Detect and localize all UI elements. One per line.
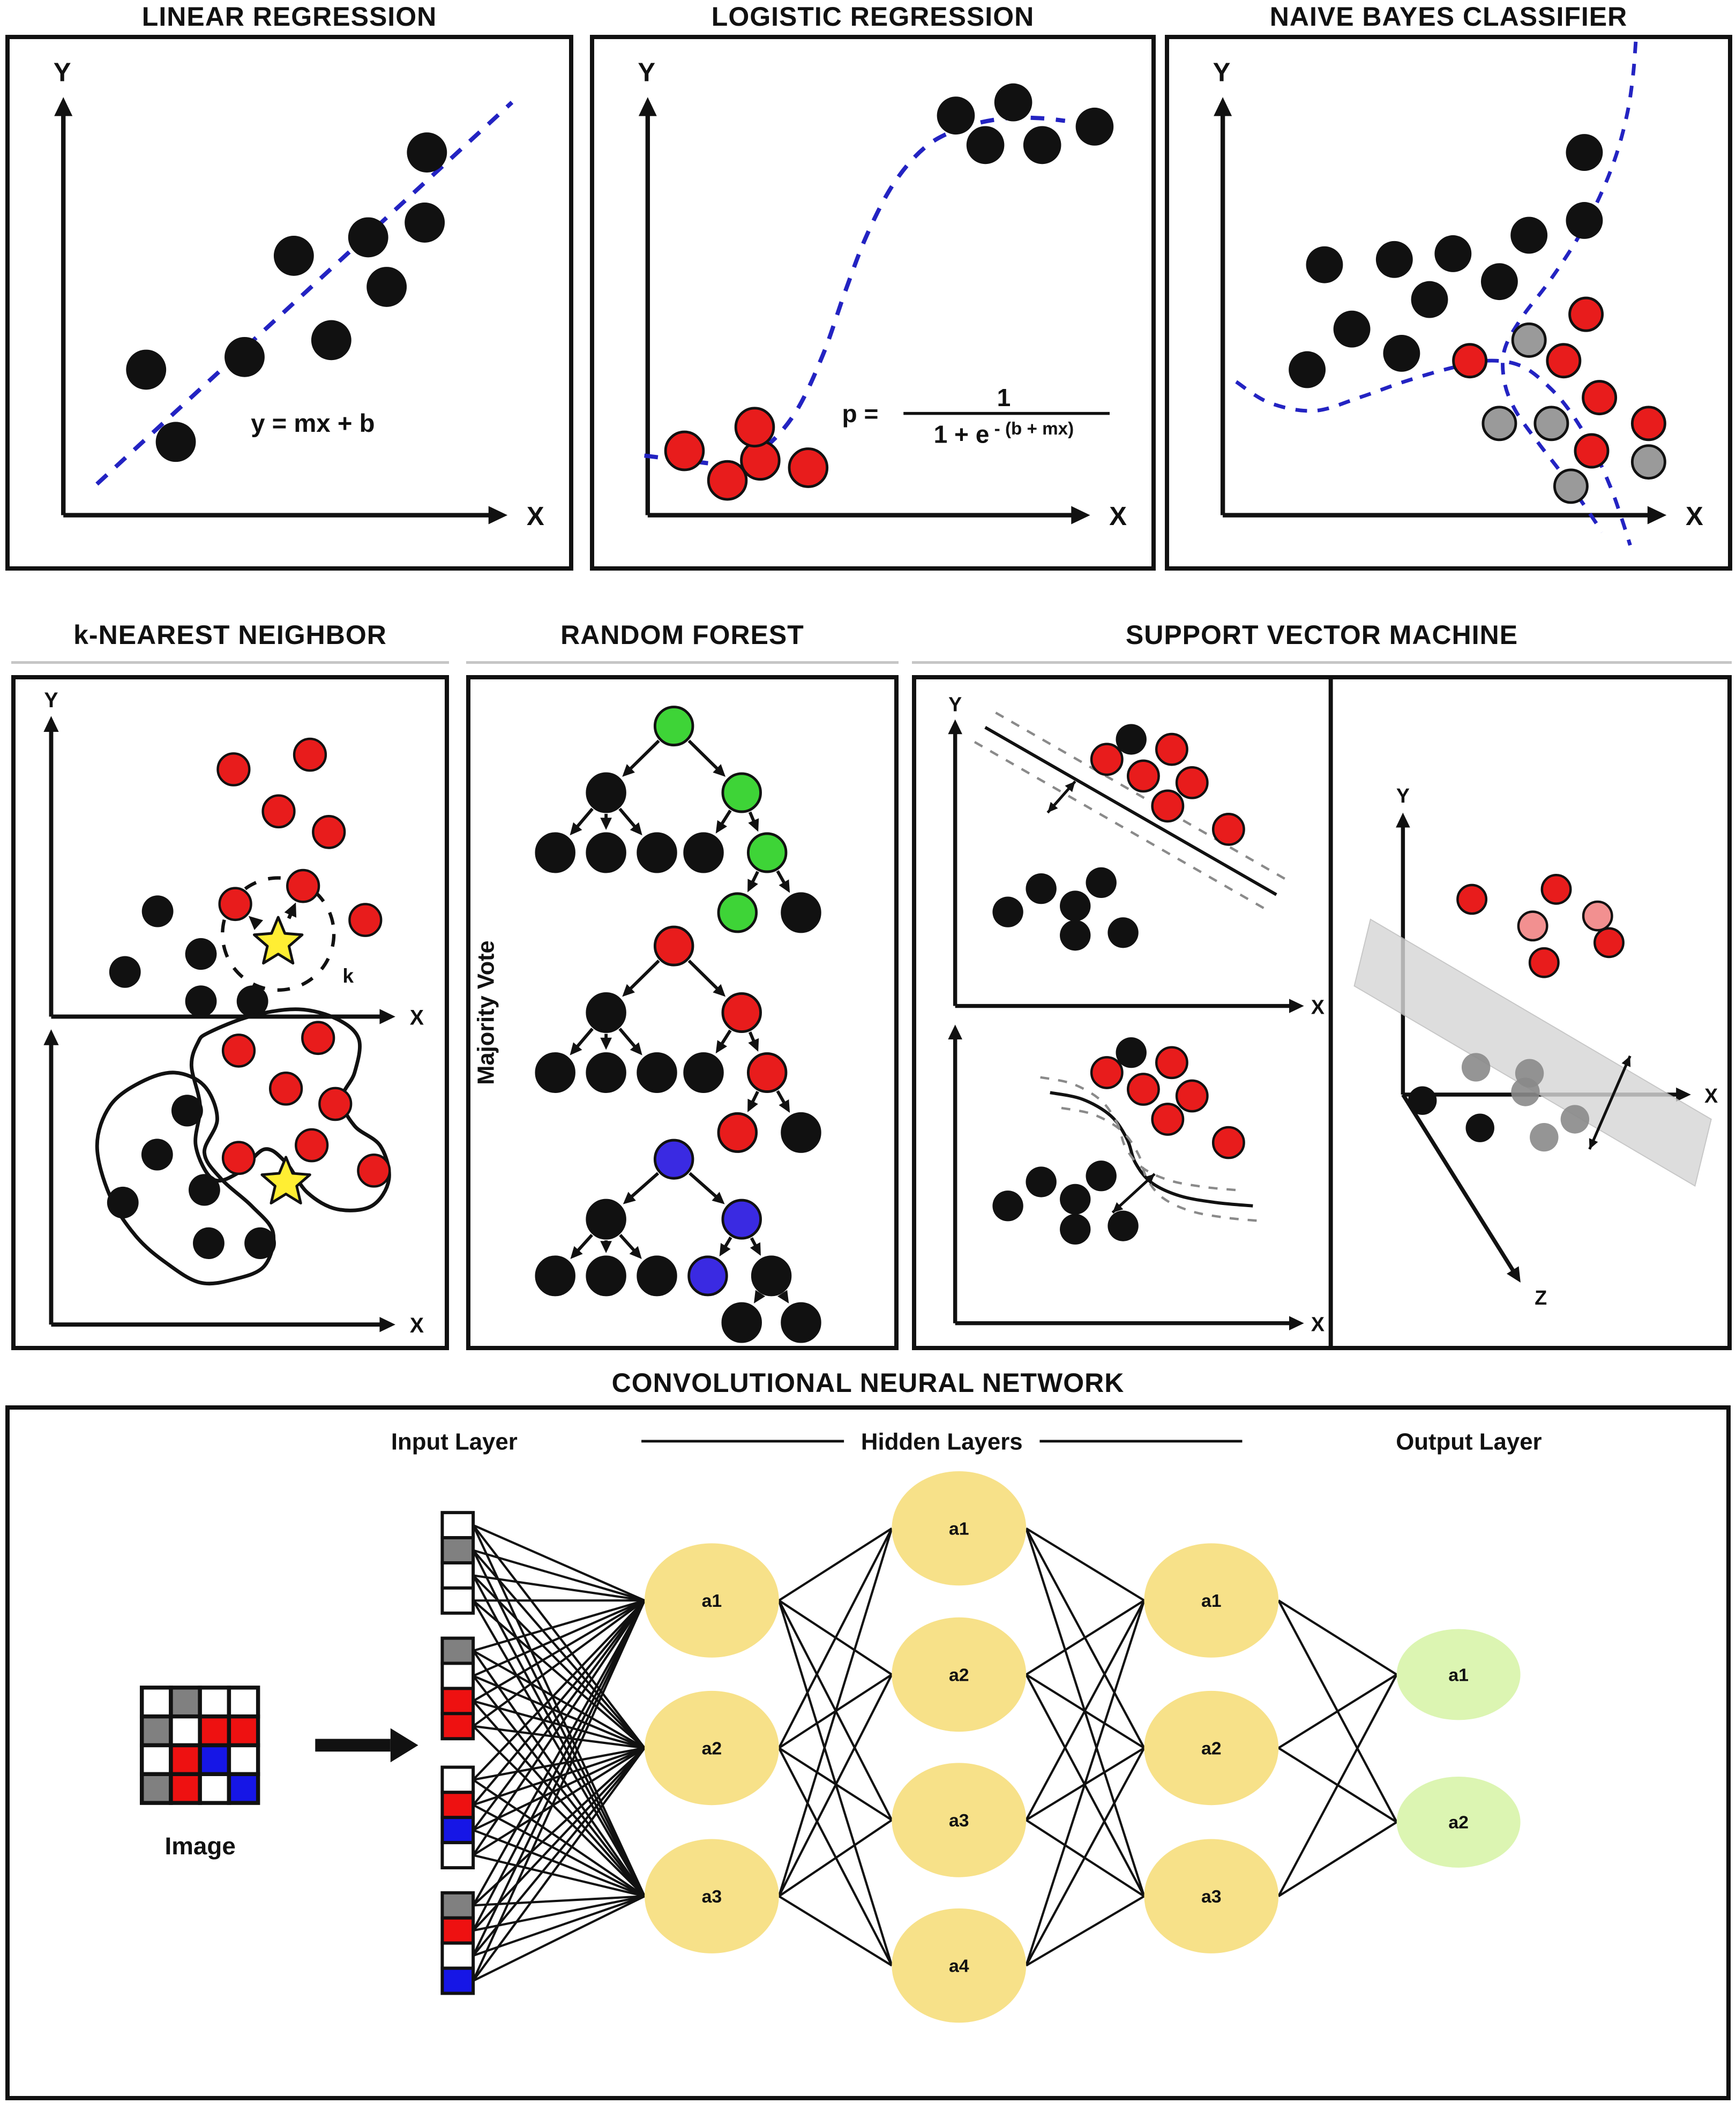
svg-text:Input Layer: Input Layer [391, 1429, 518, 1455]
svg-text:a2: a2 [1201, 1738, 1222, 1758]
svg-text:X: X [527, 501, 544, 531]
cnn-chart: Input Layer Hidden Layers Output Layer Imag… [139, 1429, 1542, 2023]
panel-title-svm: SUPPORT VECTOR MACHINE [1125, 620, 1518, 650]
svg-text:X: X [1311, 996, 1325, 1019]
logistic-regression-chart: Y Xp = 1 1 + e - (b + mx) [638, 58, 1127, 531]
svg-text:1 + e - (b + mx): 1 + e - (b + mx) [934, 419, 1074, 448]
svm-chart: Y X X Y X Z [948, 679, 1718, 1346]
svg-text:X: X [410, 1314, 424, 1337]
svg-text:Y: Y [1396, 784, 1410, 807]
svg-text:Hidden Layers: Hidden Layers [861, 1429, 1023, 1455]
panel-random-forest: Majority Vote [466, 675, 899, 1350]
svg-text:a2: a2 [949, 1665, 969, 1685]
svg-text:Image: Image [165, 1832, 236, 1860]
svg-text:p =: p = [842, 400, 878, 428]
svg-text:a1: a1 [1448, 1665, 1469, 1685]
svg-text:Y: Y [638, 58, 655, 87]
panel-title-naive-bayes: NAIVE BAYES CLASSIFIER [1269, 2, 1628, 32]
panel-title-knn: k-NEAREST NEIGHBOR [73, 620, 387, 650]
svg-text:a4: a4 [949, 1956, 969, 1976]
svg-text:X: X [1311, 1313, 1325, 1336]
svg-text:Y: Y [948, 693, 962, 716]
svg-text:X: X [1109, 502, 1127, 531]
panel-title-logistic-regression: LOGISTIC REGRESSION [711, 2, 1035, 32]
svg-text:k: k [342, 964, 354, 987]
svg-text:a1: a1 [702, 1591, 722, 1611]
knn-chart: Y X Xk [43, 688, 424, 1337]
svg-text:a3: a3 [702, 1886, 722, 1907]
divider-line-rf [466, 661, 899, 664]
linear-regression-chart: Y Xy = mx + b [54, 58, 544, 531]
panel-title-cnn: CONVOLUTIONAL NEURAL NETWORK [611, 1368, 1125, 1398]
svg-text:a2: a2 [702, 1738, 722, 1758]
svg-text:Y: Y [54, 58, 71, 87]
svg-text:Y: Y [1213, 58, 1231, 87]
svg-text:Output Layer: Output Layer [1396, 1429, 1542, 1455]
svg-text:X: X [1686, 501, 1703, 531]
svg-text:X: X [410, 1006, 424, 1029]
svg-text:a3: a3 [1201, 1886, 1222, 1907]
svg-text:y = mx + b: y = mx + b [251, 409, 375, 438]
naive-bayes-chart: YX [1213, 41, 1703, 546]
panel-title-random-forest: RANDOM FOREST [560, 620, 804, 650]
svg-text:a1: a1 [949, 1519, 969, 1539]
svg-text:Y: Y [44, 688, 58, 712]
svg-text:Z: Z [1535, 1286, 1547, 1309]
svg-text:a1: a1 [1201, 1591, 1222, 1611]
svg-text:a3: a3 [949, 1810, 969, 1831]
divider-line-svm [912, 661, 1732, 664]
panel-cnn: Input Layer Hidden Layers Output Layer Imag… [5, 1405, 1731, 2100]
panel-svm: Y X X Y X Z [912, 675, 1732, 1350]
panel-title-linear-regression: LINEAR REGRESSION [141, 2, 437, 32]
svg-text:1: 1 [997, 384, 1011, 411]
svg-text:Majority Vote: Majority Vote [474, 940, 499, 1084]
svg-text:a2: a2 [1448, 1813, 1469, 1833]
random-forest-chart: Majority Vote [474, 706, 821, 1343]
divider-line-knn [11, 661, 449, 664]
svg-text:X: X [1704, 1084, 1718, 1107]
